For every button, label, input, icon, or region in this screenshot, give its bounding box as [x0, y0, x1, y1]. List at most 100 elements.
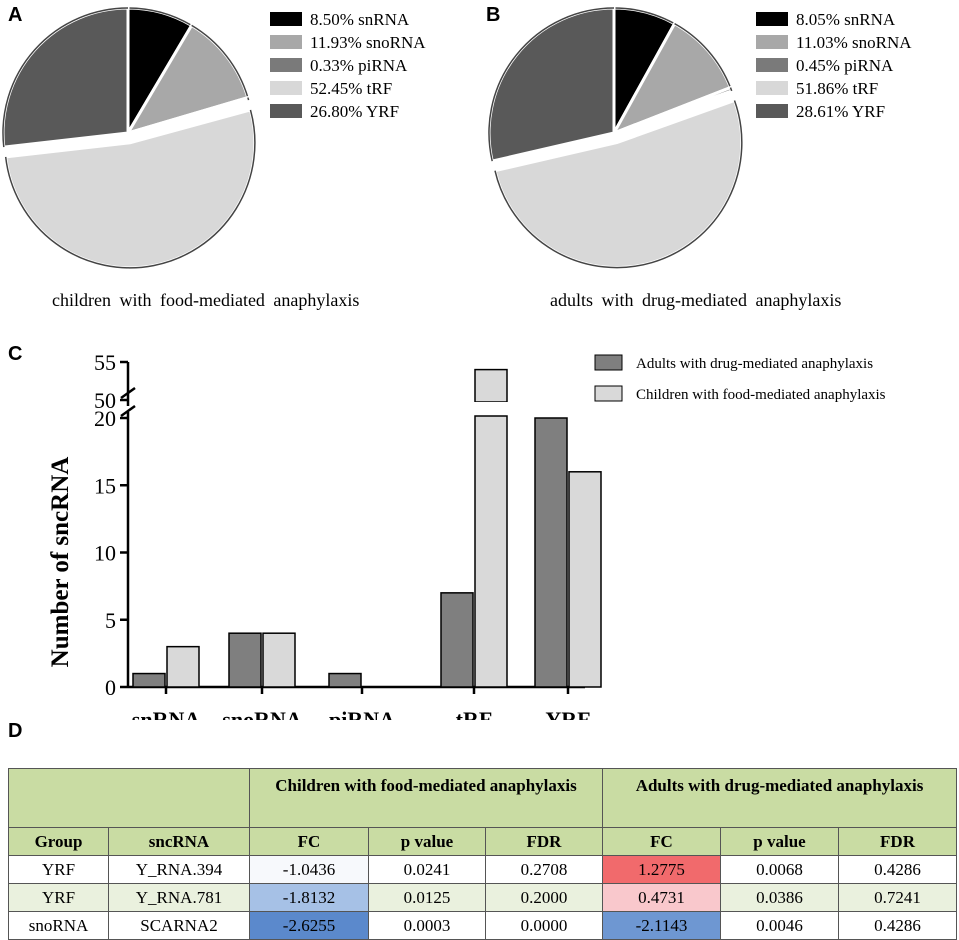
cell-adults-fc: -2.1143 [602, 911, 721, 940]
legend-swatch-trf [270, 81, 302, 95]
pie-slice-yrf [1, 6, 130, 149]
column-header: FC [602, 827, 721, 856]
y-tick-label: 15 [94, 473, 116, 498]
x-tick-label-snorna: snoRNA [222, 707, 302, 720]
legend-swatch-snrna [270, 12, 302, 26]
table-row: snoRNA SCARNA2 -2.6255 0.0003 0.0000 -2.… [8, 911, 958, 940]
cell-adults-fdr: 0.4286 [837, 855, 958, 884]
bar-children-trf [474, 415, 508, 688]
cell-sncrna: SCARNA2 [108, 911, 250, 940]
pie-legend-adults: 8.05% snRNA 11.03% snoRNA 0.45% piRNA 51… [756, 10, 912, 121]
cell-children-fdr: 0.0000 [485, 911, 603, 940]
axis-break-mark [120, 386, 136, 400]
bar-children-snorna [262, 632, 296, 688]
legend-label: 8.05% snRNA [796, 10, 896, 29]
x-tick-label-trf: tRF [456, 707, 493, 720]
bar-chart-sncrna: Number of sncRNA Adults with drug-mediat… [47, 350, 886, 720]
column-header: FDR [837, 827, 958, 856]
legend-swatch-snorna [270, 35, 302, 49]
pie-slice-rim [4, 109, 256, 269]
bar-adults-yrf [534, 417, 568, 688]
legend-swatch-pirna [270, 58, 302, 72]
panel-label-d: D [8, 720, 23, 742]
bar-adults-snrna [132, 672, 166, 688]
cell-adults-fc: 1.2775 [602, 855, 721, 884]
y-axis-label: Number of sncRNA [47, 457, 74, 668]
pie-legend-children: 8.50% snRNA 11.93% snoRNA 0.33% piRNA 52… [270, 10, 426, 121]
legend-label: 26.80% YRF [310, 102, 399, 121]
bar-children-yrf [568, 471, 602, 688]
legend-label: 11.03% snoRNA [796, 33, 912, 52]
cell-sncrna: Y_RNA.781 [108, 883, 250, 912]
legend-label-children: Children with food-mediated anaphylaxis [636, 387, 886, 403]
legend-label: 51.86% tRF [796, 79, 878, 98]
cell-children-fdr: 0.2708 [485, 855, 603, 884]
pie-chart-adults [487, 6, 744, 270]
x-tick-label-pirna: piRNA [329, 707, 395, 720]
cell-sncrna: Y_RNA.394 [108, 855, 250, 884]
y-tick-label: 50 [94, 388, 116, 413]
pie-chart-children [1, 6, 257, 270]
legend-swatch-yrf [756, 104, 788, 118]
cell-adults-p: 0.0386 [720, 883, 839, 912]
legend-label: 52.45% tRF [310, 79, 392, 98]
legend-swatch-yrf [270, 104, 302, 118]
pie-caption-children: children with food-mediated anaphylaxis [52, 290, 360, 310]
panel-label-b: B [486, 4, 501, 26]
y-tick-label: 55 [94, 350, 116, 375]
pie-slice-rim [613, 7, 675, 25]
table-row: YRF Y_RNA.394 -1.0436 0.0241 0.2708 1.27… [8, 855, 958, 884]
table-row: YRF Y_RNA.781 -1.8132 0.0125 0.2000 0.47… [8, 883, 958, 912]
y-tick-label: 5 [105, 608, 116, 633]
bar-adults-snorna [228, 632, 262, 688]
column-header: p value [720, 827, 839, 856]
cell-group: YRF [8, 883, 109, 912]
cell-group: YRF [8, 855, 109, 884]
y-tick-label: 20 [94, 406, 116, 431]
cell-adults-p: 0.0068 [720, 855, 839, 884]
legend-swatch-trf [756, 81, 788, 95]
cell-children-p: 0.0003 [368, 911, 486, 940]
pie-slice-rim [488, 7, 615, 162]
panel-label-c: C [8, 343, 23, 365]
legend-swatch-children [594, 385, 623, 402]
bar-break-gap [473, 402, 509, 414]
column-header: FDR [485, 827, 603, 856]
cell-children-fc: -1.0436 [249, 855, 369, 884]
cell-adults-fc: 0.4731 [602, 883, 721, 912]
pie-slice-rim [247, 97, 250, 101]
legend-swatch-pirna [756, 58, 788, 72]
cell-children-fc: -2.6255 [249, 911, 369, 940]
differential-expression-table: Children with food-mediated anaphylaxis … [8, 768, 958, 940]
legend-label: 8.50% snRNA [310, 10, 410, 29]
bar-children-trf-upper [474, 368, 508, 403]
table-header-blank [8, 768, 250, 828]
bar-adults-trf [440, 592, 474, 688]
legend-swatch-snrna [756, 12, 788, 26]
pie-slice-yrf [487, 6, 616, 163]
pie-slice-rim [494, 100, 743, 269]
column-header: FC [249, 827, 369, 856]
legend-swatch-snorna [756, 35, 788, 49]
column-header: sncRNA [108, 827, 250, 856]
legend-label: 11.93% snoRNA [310, 33, 426, 52]
pie-caption-adults: adults with drug-mediated anaphylaxis [550, 290, 842, 310]
table-group-header-adults: Adults with drug-mediated anaphylaxis [601, 768, 958, 828]
cell-adults-fdr: 0.7241 [837, 883, 958, 912]
axis-break-mark [120, 404, 136, 418]
legend-label: 0.45% piRNA [796, 56, 894, 75]
bar-children-snrna [166, 645, 200, 688]
pie-slice-rim [2, 7, 129, 148]
x-tick-label-yrf: YRF [545, 707, 590, 720]
pie-slice-rim [191, 24, 249, 98]
pie-slice-rim [674, 22, 732, 88]
legend-label: 28.61% YRF [796, 102, 885, 121]
column-header: Group [8, 827, 109, 856]
cell-children-p: 0.0125 [368, 883, 486, 912]
legend-swatch-adults [594, 354, 623, 371]
y-tick-label: 0 [105, 675, 116, 700]
cell-group: snoRNA [8, 911, 109, 940]
legend-label: 0.33% piRNA [310, 56, 408, 75]
bar-adults-pirna [328, 672, 362, 688]
panel-label-a: A [8, 4, 23, 26]
